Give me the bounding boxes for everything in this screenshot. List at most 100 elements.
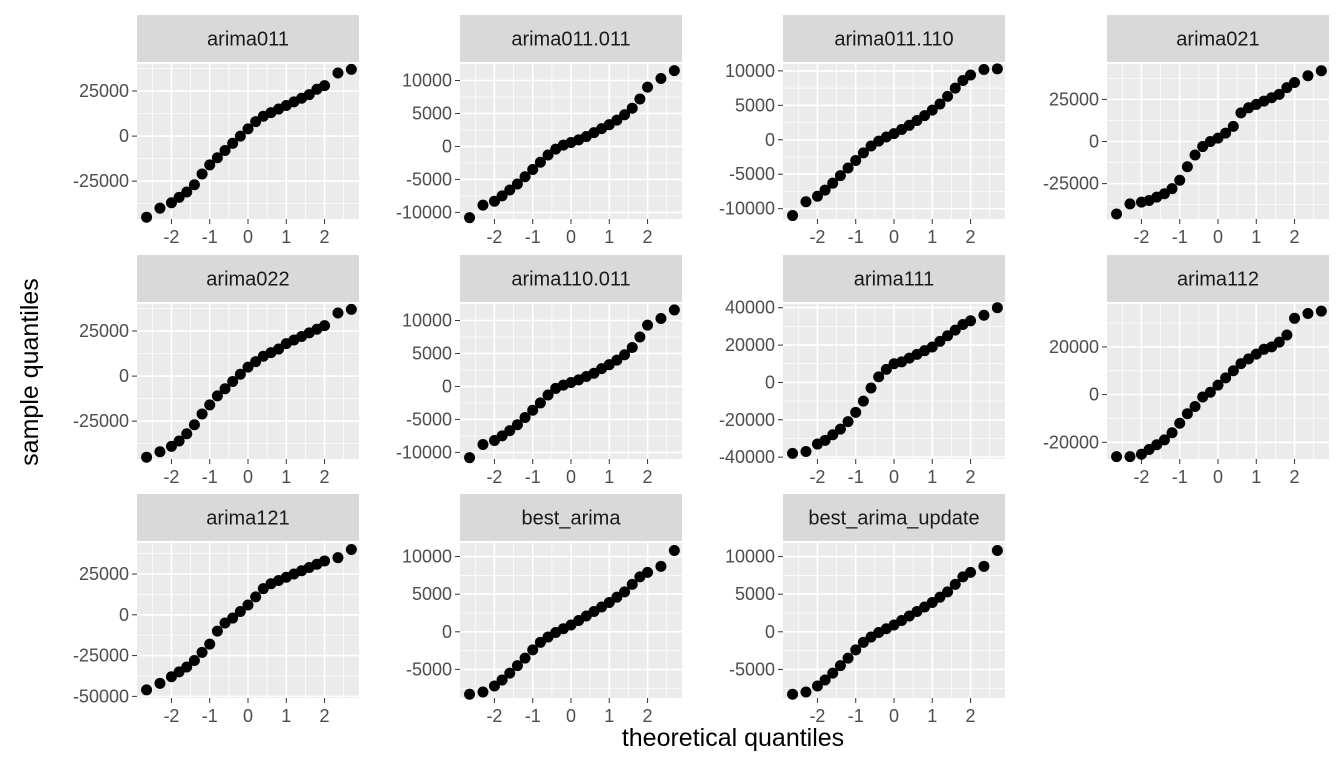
qq-point: [1302, 70, 1314, 82]
x-tick-label: 2: [966, 227, 976, 247]
y-tick-label: -25000: [73, 646, 129, 666]
qq-point: [934, 591, 946, 603]
qq-point: [611, 591, 623, 603]
facet-title: arima121: [206, 508, 289, 530]
qq-point: [242, 361, 254, 373]
y-tick-label: 25000: [79, 321, 129, 341]
qq-point: [511, 660, 523, 672]
x-tick-label: 2: [643, 706, 653, 726]
qq-point: [242, 123, 254, 135]
y-axis-title: sample quantiles: [16, 278, 44, 466]
qq-point: [519, 411, 531, 423]
qq-point: [642, 81, 654, 93]
facet-title: arima011: [207, 29, 289, 51]
qq-point: [488, 195, 500, 207]
facet-strip: [783, 494, 1005, 541]
qq-point: [219, 383, 231, 395]
facet-title: arima011.011: [511, 29, 630, 51]
x-tick-label: 0: [889, 706, 899, 726]
x-tick-label: -1: [848, 227, 864, 247]
qq-point: [850, 406, 862, 418]
qq-point: [965, 69, 977, 81]
x-tick-label: 0: [889, 227, 899, 247]
qq-point: [141, 684, 153, 696]
qq-point: [173, 191, 185, 203]
qq-point: [1124, 198, 1136, 210]
x-tick-label: 2: [643, 467, 653, 487]
qq-point: [496, 674, 508, 686]
qq-point: [242, 599, 254, 611]
x-tick-label: 2: [1290, 467, 1300, 487]
facet-arima011: arima011 -2 -1 0 1 2 -25000 0 25000: [73, 15, 359, 247]
qq-point: [619, 109, 631, 121]
y-tick-label: -25000: [1043, 174, 1099, 194]
x-tick-label: 0: [1213, 227, 1223, 247]
qq-point: [227, 376, 239, 387]
qq-point: [1181, 161, 1193, 173]
qq-point: [787, 688, 799, 700]
x-tick-label: 1: [927, 467, 937, 487]
x-tick-label: -1: [525, 227, 541, 247]
facet-strip: [1107, 15, 1329, 62]
y-tick-label: -10000: [396, 202, 452, 222]
qq-point: [978, 64, 990, 76]
x-tick-label: -2: [163, 467, 179, 487]
qq-point: [219, 145, 231, 157]
y-tick-label: 20000: [1049, 337, 1099, 357]
y-tick-label: 25000: [1049, 89, 1099, 109]
qq-point: [850, 154, 862, 166]
qq-point: [827, 177, 839, 189]
qq-point: [827, 429, 839, 441]
qq-point: [1315, 305, 1327, 317]
qq-point: [211, 625, 223, 637]
y-tick-label: 0: [765, 130, 775, 150]
x-tick-label: 1: [1251, 227, 1261, 247]
facet-title: arima111: [854, 269, 934, 291]
qq-point: [1227, 120, 1239, 132]
qq-point: [345, 544, 357, 556]
x-tick-label: -2: [163, 706, 179, 726]
x-tick-label: -1: [202, 706, 218, 726]
qq-point: [345, 63, 357, 75]
qq-point: [173, 435, 185, 447]
qq-point: [957, 75, 969, 87]
qq-point: [165, 197, 177, 209]
qq-point: [611, 114, 623, 126]
qq-point: [819, 184, 831, 196]
x-tick-label: 0: [1213, 467, 1223, 487]
qq-point: [978, 309, 990, 321]
y-tick-label: -10000: [719, 199, 775, 219]
qq-point: [926, 341, 938, 353]
qq-point: [1273, 88, 1285, 100]
qq-point: [303, 89, 315, 101]
x-tick-label: -2: [486, 706, 502, 726]
qq-point: [619, 586, 631, 598]
y-tick-label: 0: [442, 622, 452, 642]
x-tick-label: -2: [809, 706, 825, 726]
qq-point: [1220, 372, 1232, 384]
qq-point: [1158, 434, 1170, 446]
x-tick-label: -2: [809, 467, 825, 487]
qq-point: [626, 578, 638, 590]
qq-point: [204, 638, 216, 650]
qq-point: [949, 324, 961, 336]
qq-point: [211, 152, 223, 164]
x-tick-label: -2: [486, 467, 502, 487]
y-tick-label: 0: [765, 622, 775, 642]
y-tick-label: 5000: [735, 95, 775, 115]
facet-title: arima110.011: [511, 269, 630, 291]
qq-point: [942, 586, 954, 598]
qq-point: [842, 162, 854, 174]
qq-point: [1181, 408, 1193, 420]
qq-point: [234, 368, 246, 380]
y-tick-label: -50000: [73, 686, 129, 706]
x-tick-label: 2: [966, 706, 976, 726]
qq-point: [527, 164, 539, 176]
facet-title: best_arima_update: [808, 508, 979, 530]
qq-point: [204, 159, 216, 171]
x-tick-label: 1: [604, 467, 614, 487]
qq-point: [181, 661, 193, 673]
qq-point: [181, 186, 193, 198]
qq-point: [1166, 427, 1178, 439]
